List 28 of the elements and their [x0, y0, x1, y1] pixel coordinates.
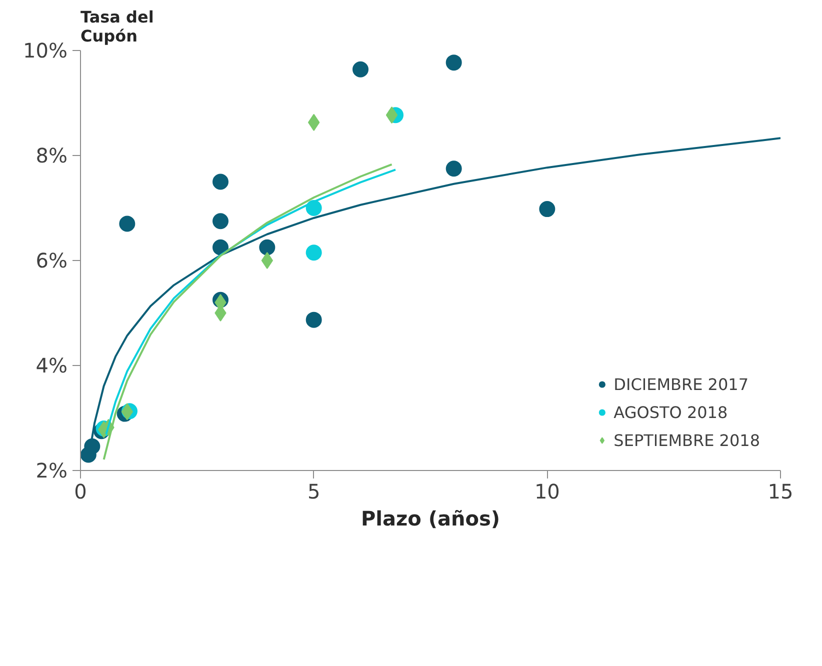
- point: [84, 438, 100, 454]
- point: [386, 106, 398, 124]
- point: [306, 244, 322, 261]
- point: [259, 239, 276, 256]
- point: [446, 160, 462, 177]
- y-axis-title: Tasa del Cupón: [80, 8, 154, 46]
- point: [539, 201, 556, 218]
- point: [212, 239, 228, 256]
- point: [119, 216, 136, 232]
- point: [261, 252, 273, 269]
- legend-label: SEPTIEMBRE 2018: [614, 430, 760, 450]
- y-tick-label: 4%: [36, 354, 68, 378]
- legend-label: DICIEMBRE 2017: [614, 374, 749, 394]
- point: [446, 54, 462, 71]
- legend-label: AGOSTO 2018: [614, 402, 728, 422]
- x-tick-label: 0: [74, 480, 87, 504]
- y-tick-label: 6%: [36, 248, 68, 272]
- y-tick-label: 2%: [36, 458, 68, 482]
- x-axis-title: Plazo (años): [360, 506, 500, 530]
- point: [306, 312, 322, 328]
- point: [212, 213, 228, 230]
- point: [212, 174, 228, 190]
- x-tick-label: 15: [768, 480, 794, 504]
- y-tick-label: 10%: [23, 38, 68, 62]
- x-tick-label: 5: [307, 480, 320, 504]
- point: [352, 61, 368, 78]
- y-tick-label: 8%: [36, 144, 68, 168]
- x-tick-label: 10: [534, 480, 560, 504]
